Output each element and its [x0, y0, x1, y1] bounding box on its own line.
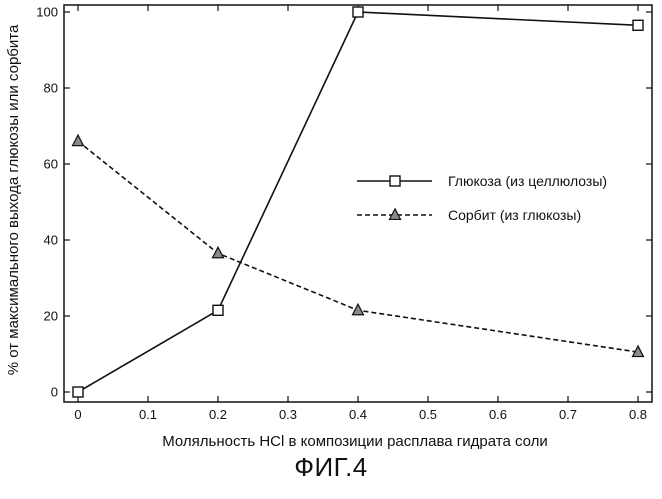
x-tick-label: 0.4: [349, 407, 367, 422]
chart: 0 0.1 0.2 0.3 0.4 0.5 0.6 0.7 0.8 0 20 40 60 80 100 Г…: [0, 0, 662, 450]
series-0: [73, 7, 643, 397]
y-tick-label: 80: [44, 81, 58, 96]
glucose-point: [633, 20, 643, 30]
x-tick-label: 0.2: [209, 407, 227, 422]
legend: Глюкоза (из целлюлозы) Сорбит (из глюкозы…: [357, 173, 607, 223]
glucose-point: [390, 176, 400, 186]
legend-label: Глюкоза (из целлюлозы): [448, 173, 607, 189]
sorbitol-point: [353, 304, 364, 315]
y-tick-label: 100: [36, 5, 58, 20]
plot-frame: [64, 5, 652, 402]
glucose-point: [73, 387, 83, 397]
x-tick-label: 0.1: [139, 407, 157, 422]
sorbitol-point: [73, 135, 84, 146]
y-tick-label: 20: [44, 309, 58, 324]
series-1: [73, 135, 644, 356]
glucose-point: [213, 305, 223, 315]
y-tick-label: 60: [44, 157, 58, 172]
legend-item: Глюкоза (из целлюлозы): [357, 173, 607, 189]
plot-area: [64, 5, 652, 402]
legend-label: Сорбит (из глюкозы): [448, 207, 581, 223]
x-tick-label: 0.6: [489, 407, 507, 422]
x-tick-label: 0.7: [559, 407, 577, 422]
y-axis-label: % от максимального выхода глюкозы или со…: [5, 24, 22, 375]
sorbitol-point: [390, 209, 401, 220]
y-tick-label: 0: [51, 385, 58, 400]
y-tick-label: 40: [44, 233, 58, 248]
x-tick-label: 0: [74, 407, 81, 422]
glucose-point: [353, 7, 363, 17]
y-axis-ticks: 0 20 40 60 80 100: [36, 5, 652, 400]
legend-item: Сорбит (из глюкозы): [357, 207, 581, 223]
x-tick-label: 0.8: [629, 407, 647, 422]
x-tick-label: 0.3: [279, 407, 297, 422]
x-axis-label: Моляльность HCl в композиции расплава ги…: [162, 433, 548, 450]
x-tick-label: 0.5: [419, 407, 437, 422]
series-line: [78, 12, 638, 392]
figure-caption: ФИГ.4: [0, 452, 662, 483]
sorbitol-point: [213, 247, 224, 258]
series-layer: [73, 7, 644, 397]
